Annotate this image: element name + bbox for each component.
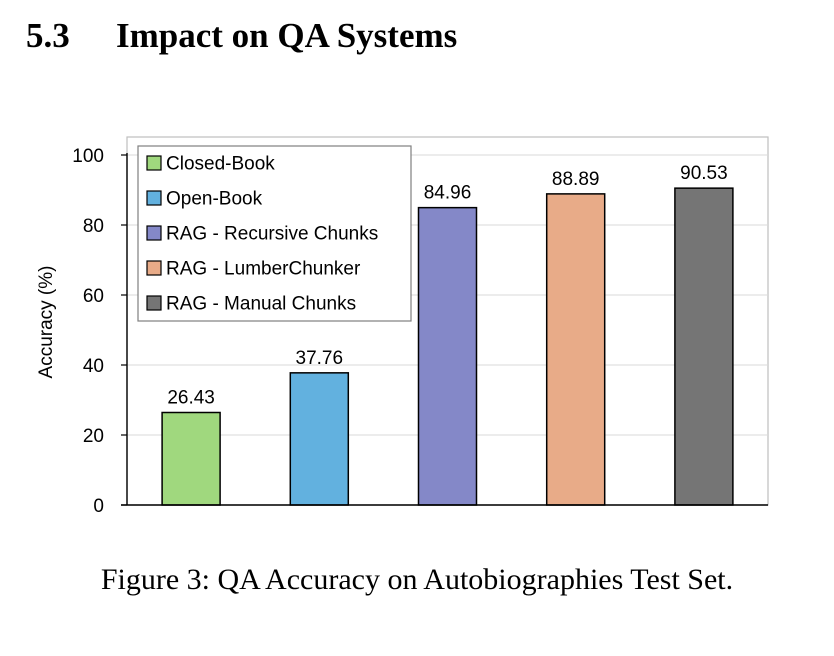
bar-value-label: 84.96: [424, 183, 472, 204]
bar-rag-manual-chunks: [674, 187, 734, 506]
legend: Closed-Book Open-Book RAG - Recursive Chun…: [137, 145, 412, 322]
bars: 26.43 37.76 84.96 88.89 90.53: [161, 163, 734, 506]
bar-value-label: 88.89: [552, 169, 600, 190]
section-number: 5.3: [26, 16, 70, 55]
bar-value-label: 90.53: [680, 163, 728, 184]
y-tick-label: 0: [93, 496, 104, 517]
y-tick-label: 40: [83, 356, 104, 377]
bar-value-label: 26.43: [167, 387, 215, 408]
bar-closed-book: [161, 411, 221, 506]
y-axis-label: Accuracy (%): [36, 266, 57, 379]
section-heading: 5.3 Impact on QA Systems: [26, 16, 457, 56]
figure-caption: Figure 3: QA Accuracy on Autobiographies…: [100, 563, 734, 596]
y-tick-label: 100: [72, 146, 104, 167]
legend-box: [137, 145, 412, 322]
axes: 0 20 40 60 80 100: [72, 146, 768, 517]
y-tick-label: 80: [83, 216, 104, 237]
y-tick-label: 20: [83, 426, 104, 447]
legend-swatch: [146, 225, 162, 241]
legend-swatch: [146, 295, 162, 311]
legend-label: RAG - LumberChunker: [166, 259, 361, 280]
accuracy-bar-chart: 26.43 37.76 84.96 88.89 90.53 0 20 40 60 80 100 A…: [36, 136, 769, 517]
legend-swatch: [146, 190, 162, 206]
legend-label: RAG - Recursive Chunks: [166, 224, 378, 245]
legend-swatch: [146, 155, 162, 171]
legend-swatch: [146, 260, 162, 276]
legend-label: RAG - Manual Chunks: [166, 294, 356, 315]
bar-rag-recursive-chunks: [417, 206, 478, 506]
bar-value-label: 37.76: [296, 348, 344, 369]
legend-label: Open-Book: [166, 189, 263, 210]
section-title: Impact on QA Systems: [116, 16, 458, 55]
bar-rag-lumberchunker: [545, 193, 606, 506]
y-tick-label: 60: [83, 286, 104, 307]
legend-label: Closed-Book: [166, 154, 275, 175]
bar-open-book: [289, 372, 350, 506]
